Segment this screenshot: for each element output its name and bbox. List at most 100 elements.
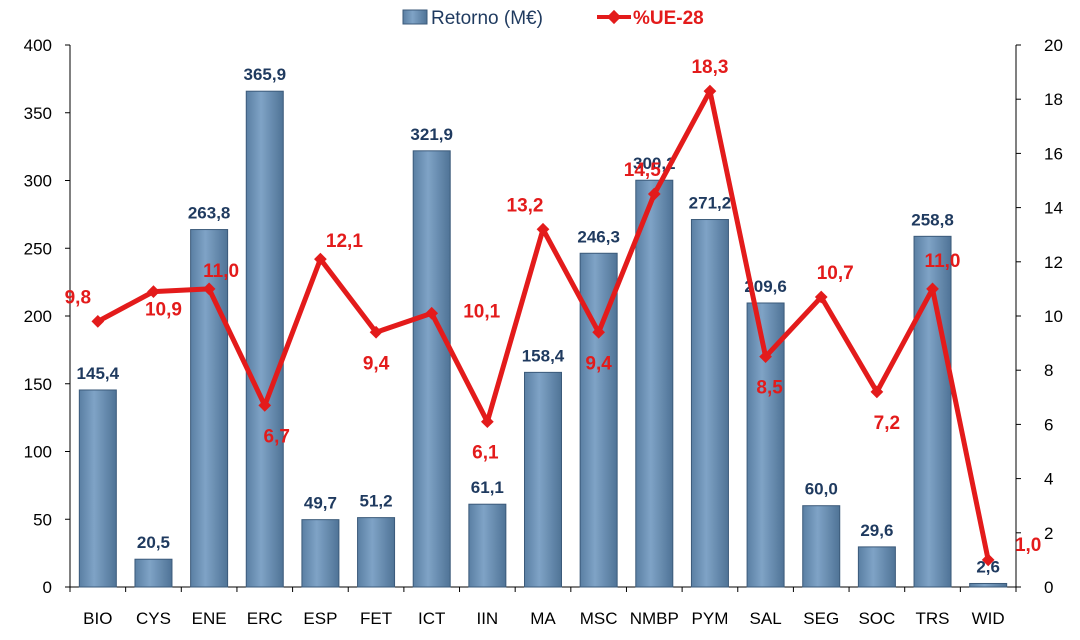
- line-point: [147, 285, 160, 298]
- bar-data-label: 209,6: [744, 277, 787, 296]
- y-right-tick-label: 20: [1044, 36, 1063, 55]
- line-data-label: 9,8: [65, 287, 91, 308]
- bar-data-label: 145,4: [77, 364, 120, 383]
- x-tick-label: MA: [530, 609, 556, 628]
- bar-data-label: 20,5: [137, 533, 170, 552]
- bar-data-label: 2,6: [976, 557, 1000, 576]
- y-left-tick-label: 400: [24, 36, 52, 55]
- line-labels: 9,8 10,9 11,0 6,7 12,1 9,4 10,1 6,1 13,2 9,4 14,5 1…: [65, 57, 1042, 556]
- line-point: [314, 252, 327, 266]
- y-right-tick-label: 18: [1044, 90, 1063, 109]
- x-tick-label: SEG: [803, 609, 839, 628]
- x-tick-label: MSC: [580, 609, 618, 628]
- bar-data-label: 49,7: [304, 494, 337, 513]
- x-tick-label: BIO: [83, 609, 112, 628]
- legend: Retorno (M€) %UE-28: [402, 8, 704, 29]
- bar: [357, 517, 396, 588]
- line-point: [258, 399, 272, 412]
- x-tick-label: CYS: [136, 609, 171, 628]
- y-right-tick-label: 8: [1044, 361, 1053, 380]
- bar: [468, 503, 507, 588]
- bar: [301, 519, 340, 588]
- bars: [78, 90, 1008, 588]
- x-tick-label: ENE: [192, 609, 227, 628]
- bar: [690, 219, 729, 588]
- line-data-label: 7,2: [874, 413, 900, 434]
- bar-data-label: 29,6: [860, 521, 893, 540]
- line-data-label: 10,7: [817, 263, 854, 284]
- y-right-tick-label: 16: [1044, 144, 1063, 163]
- y-left-tick-label: 200: [24, 307, 52, 326]
- bar-data-label: 51,2: [360, 492, 393, 511]
- line-data-label: 13,2: [507, 195, 544, 216]
- bar-data-label: 60,0: [805, 480, 838, 499]
- line-data-label: 10,9: [145, 300, 182, 321]
- line-data-label: 6,1: [472, 443, 499, 464]
- legend-line-marker: [606, 9, 622, 25]
- x-tick-label: SAL: [750, 609, 782, 628]
- x-tick-label: SOC: [858, 609, 895, 628]
- bar: [134, 558, 173, 588]
- y-left-tick-label: 50: [33, 510, 52, 529]
- bar-data-label: 300,2: [633, 154, 676, 173]
- line-data-label: 14,5: [624, 160, 661, 181]
- bar: [412, 150, 451, 588]
- legend-bar-label: Retorno (M€): [431, 8, 543, 29]
- y-right-tick-label: 14: [1044, 199, 1063, 218]
- line-data-label: 9,4: [363, 353, 390, 374]
- line-point: [202, 282, 216, 296]
- bar-labels: 145,4 20,5 263,8 365,9 49,7 51,2 321,9 61,1 158,…: [77, 65, 1000, 576]
- axes: 0 50 100 150 200 250 300 350 400 0 2 4 6 8 10 12 14 16 18 2…: [24, 36, 1063, 628]
- x-tick-label: IIN: [476, 609, 498, 628]
- y-right-tick-label: 10: [1044, 307, 1063, 326]
- bar: [635, 179, 674, 588]
- bar: [78, 389, 117, 588]
- bar-data-label: 271,2: [689, 194, 732, 213]
- y-left-tick-label: 250: [24, 239, 52, 258]
- x-tick-label: TRS: [916, 609, 950, 628]
- bar-data-label: 61,1: [471, 478, 504, 497]
- line-data-label: 1,0: [1015, 535, 1041, 556]
- bar: [857, 546, 896, 588]
- line-data-label: 6,7: [264, 426, 290, 447]
- line-data-label: 11,0: [925, 251, 961, 272]
- line-data-label: 8,5: [756, 378, 783, 399]
- line-data-label: 10,1: [463, 301, 500, 322]
- y-left-tick-label: 0: [43, 578, 52, 597]
- bar-data-label: 263,8: [188, 204, 231, 223]
- bar: [969, 582, 1008, 588]
- line-data-label: 18,3: [691, 57, 728, 78]
- x-tick-label: NMBP: [630, 609, 679, 628]
- line-point: [480, 415, 494, 429]
- bar: [802, 505, 841, 588]
- y-right-tick-label: 2: [1044, 524, 1053, 543]
- line-data-label: 9,4: [585, 353, 612, 374]
- y-right-tick-label: 6: [1044, 415, 1053, 434]
- x-tick-label: ERC: [247, 609, 283, 628]
- x-tick-label: ESP: [303, 609, 337, 628]
- line-point: [369, 325, 383, 339]
- bar-data-label: 321,9: [410, 125, 453, 144]
- line-point: [425, 306, 439, 320]
- y-left-tick-label: 100: [24, 443, 52, 462]
- x-tick-label: PYM: [692, 609, 729, 628]
- legend-line-label: %UE-28: [633, 8, 704, 29]
- bar: [524, 371, 562, 588]
- y-right-tick-label: 0: [1044, 578, 1053, 597]
- line-data-label: 11,0: [203, 261, 239, 282]
- y-left-tick-label: 350: [24, 104, 52, 123]
- x-tick-label: WID: [972, 609, 1005, 628]
- x-tick-label: ICT: [418, 609, 445, 628]
- bar-data-label: 365,9: [243, 65, 286, 84]
- legend-bar-swatch: [402, 9, 428, 25]
- x-tick-label: FET: [360, 609, 392, 628]
- bar-data-label: 158,4: [522, 346, 565, 365]
- y-left-tick-label: 150: [24, 375, 52, 394]
- y-right-tick-label: 4: [1044, 470, 1053, 489]
- line-point: [91, 315, 105, 328]
- bar-data-label: 246,3: [577, 227, 620, 246]
- bar-data-label: 258,8: [911, 210, 954, 229]
- bar: [245, 90, 284, 588]
- line-data-label: 12,1: [326, 231, 363, 252]
